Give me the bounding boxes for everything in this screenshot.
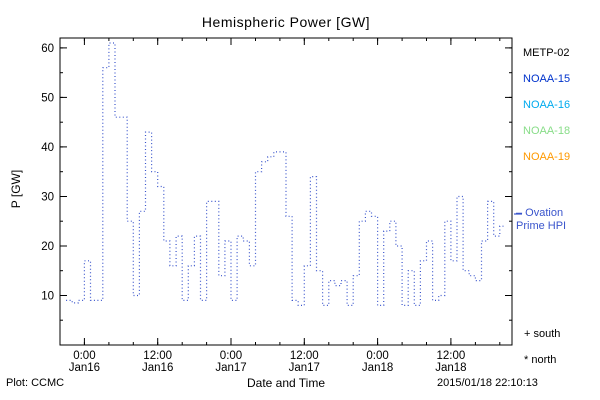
y-tick-label: 30 bbox=[41, 192, 54, 204]
y-tick-label: 10 bbox=[41, 291, 54, 303]
x-axis-label: Date and Time bbox=[246, 376, 326, 390]
legend-item-noaa-19: NOAA-19 bbox=[523, 151, 571, 163]
y-tick-label: 50 bbox=[41, 92, 54, 104]
x-tick-label: 12:00 Jan17 bbox=[289, 350, 320, 374]
plot-frame bbox=[59, 37, 513, 346]
y-axis-label: P [GW] bbox=[9, 169, 23, 209]
y-tick-label: 40 bbox=[41, 142, 54, 154]
plot-timestamp-text: 2015/01/18 22:10:13 bbox=[437, 377, 538, 389]
legend-item-noaa-18: NOAA-18 bbox=[523, 125, 571, 137]
x-tick-label: 12:00 Jan16 bbox=[142, 350, 173, 374]
legend-item-noaa-16: NOAA-16 bbox=[523, 99, 571, 111]
x-tick-label: 12:00 Jan18 bbox=[435, 350, 466, 374]
plot-source-text: Plot: CCMC bbox=[6, 377, 65, 389]
ovation-prime-hpi-label: – Ovation Prime HPI bbox=[516, 207, 566, 233]
legend-item-metp-02: METP-02 bbox=[523, 47, 570, 59]
ovation-label-line1: – Ovation bbox=[516, 207, 564, 219]
y-tick-label: 20 bbox=[41, 241, 54, 253]
hemispheric-power-data-line bbox=[66, 42, 506, 306]
y-tick-label: 60 bbox=[41, 43, 54, 55]
south-marker-legend: + south bbox=[524, 328, 561, 340]
legend-item-noaa-15: NOAA-15 bbox=[523, 73, 571, 85]
satellite-legend: METP-02 NOAA-15 NOAA-16 NOAA-18 NOAA-19 bbox=[523, 40, 570, 170]
chart-title: Hemispheric Power [GW] bbox=[201, 14, 371, 30]
north-marker-legend: * north bbox=[524, 354, 557, 366]
x-tick-label: 0:00 Jan16 bbox=[69, 350, 100, 374]
ovation-label-line2: Prime HPI bbox=[516, 220, 567, 232]
x-tick-label: 0:00 Jan17 bbox=[215, 350, 246, 374]
x-tick-label: 0:00 Jan18 bbox=[362, 350, 393, 374]
